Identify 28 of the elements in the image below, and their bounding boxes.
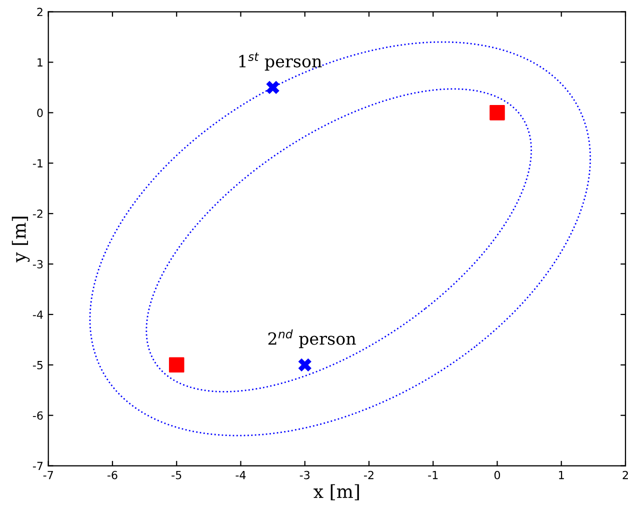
x-tick-label: 1 — [559, 471, 564, 480]
x-tick-label: -1 — [428, 471, 438, 480]
x-tick-label: -5 — [172, 471, 182, 480]
point — [298, 358, 312, 372]
y-tick-label: 1 — [38, 58, 42, 66]
y-tick-label: -7 — [32, 462, 43, 470]
x-tick-label: -4 — [236, 471, 246, 480]
y-tick-label: -6 — [32, 411, 43, 420]
y-tick-label: -3 — [32, 260, 43, 268]
point — [168, 357, 184, 373]
y-tick-label: -4 — [32, 310, 43, 319]
x-tick-label: -3 — [300, 470, 310, 480]
x-tick-label: -6 — [107, 470, 118, 480]
y-tick-label: -1 — [32, 159, 42, 168]
x-tick-label: -7 — [43, 471, 53, 480]
y-tick-label: 0 — [37, 108, 43, 118]
y-tick-label: -2 — [32, 210, 42, 218]
x-tick-label: 0 — [494, 470, 500, 480]
annotation: 2$^{nd}$ person — [268, 329, 356, 348]
x-axis-title: x [m] — [314, 484, 359, 500]
y-tick-label: -5 — [32, 361, 43, 370]
y-axis-title: y [m] — [12, 216, 30, 262]
x-tick-label: 2 — [622, 470, 628, 480]
y-tick-label: 2 — [37, 8, 42, 16]
annotation: 1$^{st}$ person — [239, 52, 322, 71]
point — [490, 105, 505, 120]
x-tick-label: -2 — [364, 470, 374, 480]
point — [266, 80, 280, 94]
